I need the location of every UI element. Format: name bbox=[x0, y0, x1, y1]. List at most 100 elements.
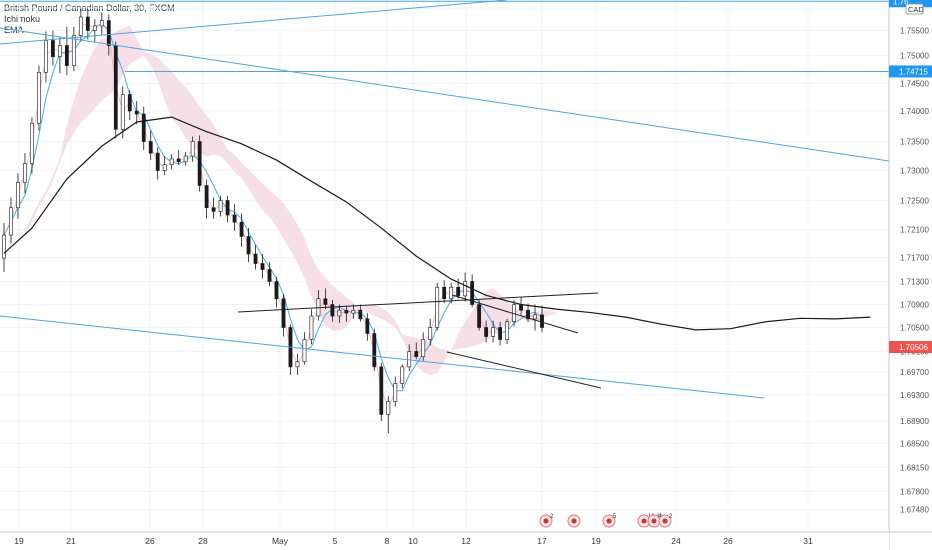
ema-line-path bbox=[3, 116, 871, 331]
candle-body bbox=[239, 221, 244, 237]
candle bbox=[414, 342, 419, 360]
price-tick-label: 1.75500 bbox=[900, 27, 929, 36]
candle-body bbox=[337, 309, 342, 317]
candle-body bbox=[414, 351, 419, 357]
candle bbox=[183, 151, 188, 166]
candle-body bbox=[477, 304, 482, 328]
candle-body bbox=[260, 263, 265, 270]
candle-body bbox=[106, 20, 111, 46]
grid bbox=[0, 0, 889, 532]
candle-body bbox=[99, 20, 104, 27]
candle bbox=[477, 299, 482, 331]
candle-body bbox=[113, 45, 118, 130]
event-count: 5 bbox=[613, 514, 617, 520]
candle-body bbox=[505, 321, 509, 340]
diagonal-line-falling bbox=[0, 27, 890, 162]
candle bbox=[372, 328, 377, 371]
candle-body bbox=[491, 327, 495, 337]
candle-body bbox=[449, 286, 454, 300]
candle bbox=[57, 36, 62, 74]
price-tick-label: 1.68150 bbox=[900, 464, 929, 473]
candle-body bbox=[155, 152, 160, 171]
date-tick-label: 21 bbox=[66, 536, 76, 546]
candle bbox=[407, 344, 412, 371]
candle bbox=[148, 130, 153, 161]
candle bbox=[37, 65, 41, 131]
wedge-upper-line bbox=[237, 292, 599, 313]
date-tick-label: 19 bbox=[591, 536, 601, 546]
candle-body bbox=[127, 94, 132, 112]
candle bbox=[71, 26, 76, 72]
candle bbox=[379, 362, 384, 421]
price-tick-label: 1.72100 bbox=[900, 226, 929, 235]
price-axis-background bbox=[889, 0, 932, 550]
event-flag-dot bbox=[571, 518, 577, 524]
candle bbox=[498, 321, 502, 346]
candle bbox=[225, 195, 230, 223]
event-count: 2 bbox=[669, 514, 673, 520]
candle-body bbox=[141, 113, 146, 142]
event-marker: 2 bbox=[658, 514, 673, 528]
candle bbox=[23, 153, 27, 194]
date-tick-label: 28 bbox=[198, 536, 208, 546]
candle bbox=[519, 297, 523, 316]
candle-body bbox=[204, 185, 209, 209]
candle-body bbox=[323, 298, 328, 305]
candle bbox=[463, 272, 468, 302]
candle bbox=[400, 364, 405, 389]
date-tick-label: 31 bbox=[803, 536, 813, 546]
currency-badge-text: CAD bbox=[908, 5, 924, 14]
price-axis[interactable]: 1.75500 1.75000 1.74500 1.74000 1.73500 1.730… bbox=[888, 0, 932, 550]
candle-body bbox=[134, 110, 139, 115]
top-line-price-text: 1.76 bbox=[893, 0, 909, 6]
candle bbox=[309, 309, 314, 345]
candle-body bbox=[309, 315, 314, 340]
event-flag-dot bbox=[662, 518, 668, 524]
candle-body bbox=[470, 281, 475, 305]
event-count: 2 bbox=[550, 514, 554, 520]
candle bbox=[330, 299, 335, 322]
candle bbox=[484, 320, 489, 343]
candle bbox=[155, 147, 160, 180]
candle-body bbox=[190, 141, 195, 157]
candle bbox=[2, 222, 6, 272]
time-axis[interactable]: 19 21 26 28 May 5 8 10 12 17 19 24 26 31 bbox=[0, 531, 932, 550]
event-marker bbox=[567, 514, 581, 528]
candle-body bbox=[344, 309, 349, 314]
candle-body bbox=[421, 339, 426, 357]
candle-body bbox=[498, 327, 502, 340]
candle bbox=[295, 354, 300, 375]
price-tick-label: 1.69700 bbox=[900, 368, 929, 377]
candle bbox=[85, 8, 90, 40]
candle-body bbox=[407, 351, 412, 368]
candle-body bbox=[484, 327, 489, 337]
candle-body bbox=[37, 72, 41, 124]
trendlines[interactable] bbox=[0, 0, 890, 399]
candle bbox=[141, 106, 146, 151]
candle-body bbox=[295, 361, 300, 368]
candle-body bbox=[365, 318, 370, 334]
candle bbox=[365, 313, 370, 341]
candle bbox=[64, 26, 69, 76]
candle bbox=[358, 304, 363, 322]
candle-body bbox=[211, 207, 216, 212]
ema-line bbox=[3, 116, 871, 331]
date-tick-label: 24 bbox=[671, 536, 681, 546]
candle-body bbox=[57, 45, 62, 57]
ichimoku-indicator-label[interactable]: Ichimoku bbox=[4, 14, 41, 24]
date-tick-label: 8 bbox=[385, 536, 390, 546]
candle-body bbox=[428, 327, 433, 340]
candle-body bbox=[218, 200, 223, 212]
candle bbox=[337, 304, 342, 323]
candle-body bbox=[267, 269, 272, 282]
candle-body bbox=[2, 234, 6, 259]
candle-body bbox=[9, 207, 13, 236]
last-price-tag bbox=[889, 341, 932, 353]
candle-body bbox=[169, 158, 174, 165]
price-tick-label: 1.68900 bbox=[900, 417, 929, 426]
candle bbox=[428, 318, 433, 346]
candle bbox=[260, 254, 265, 279]
resistance-price-text: 1.74715 bbox=[899, 67, 928, 76]
